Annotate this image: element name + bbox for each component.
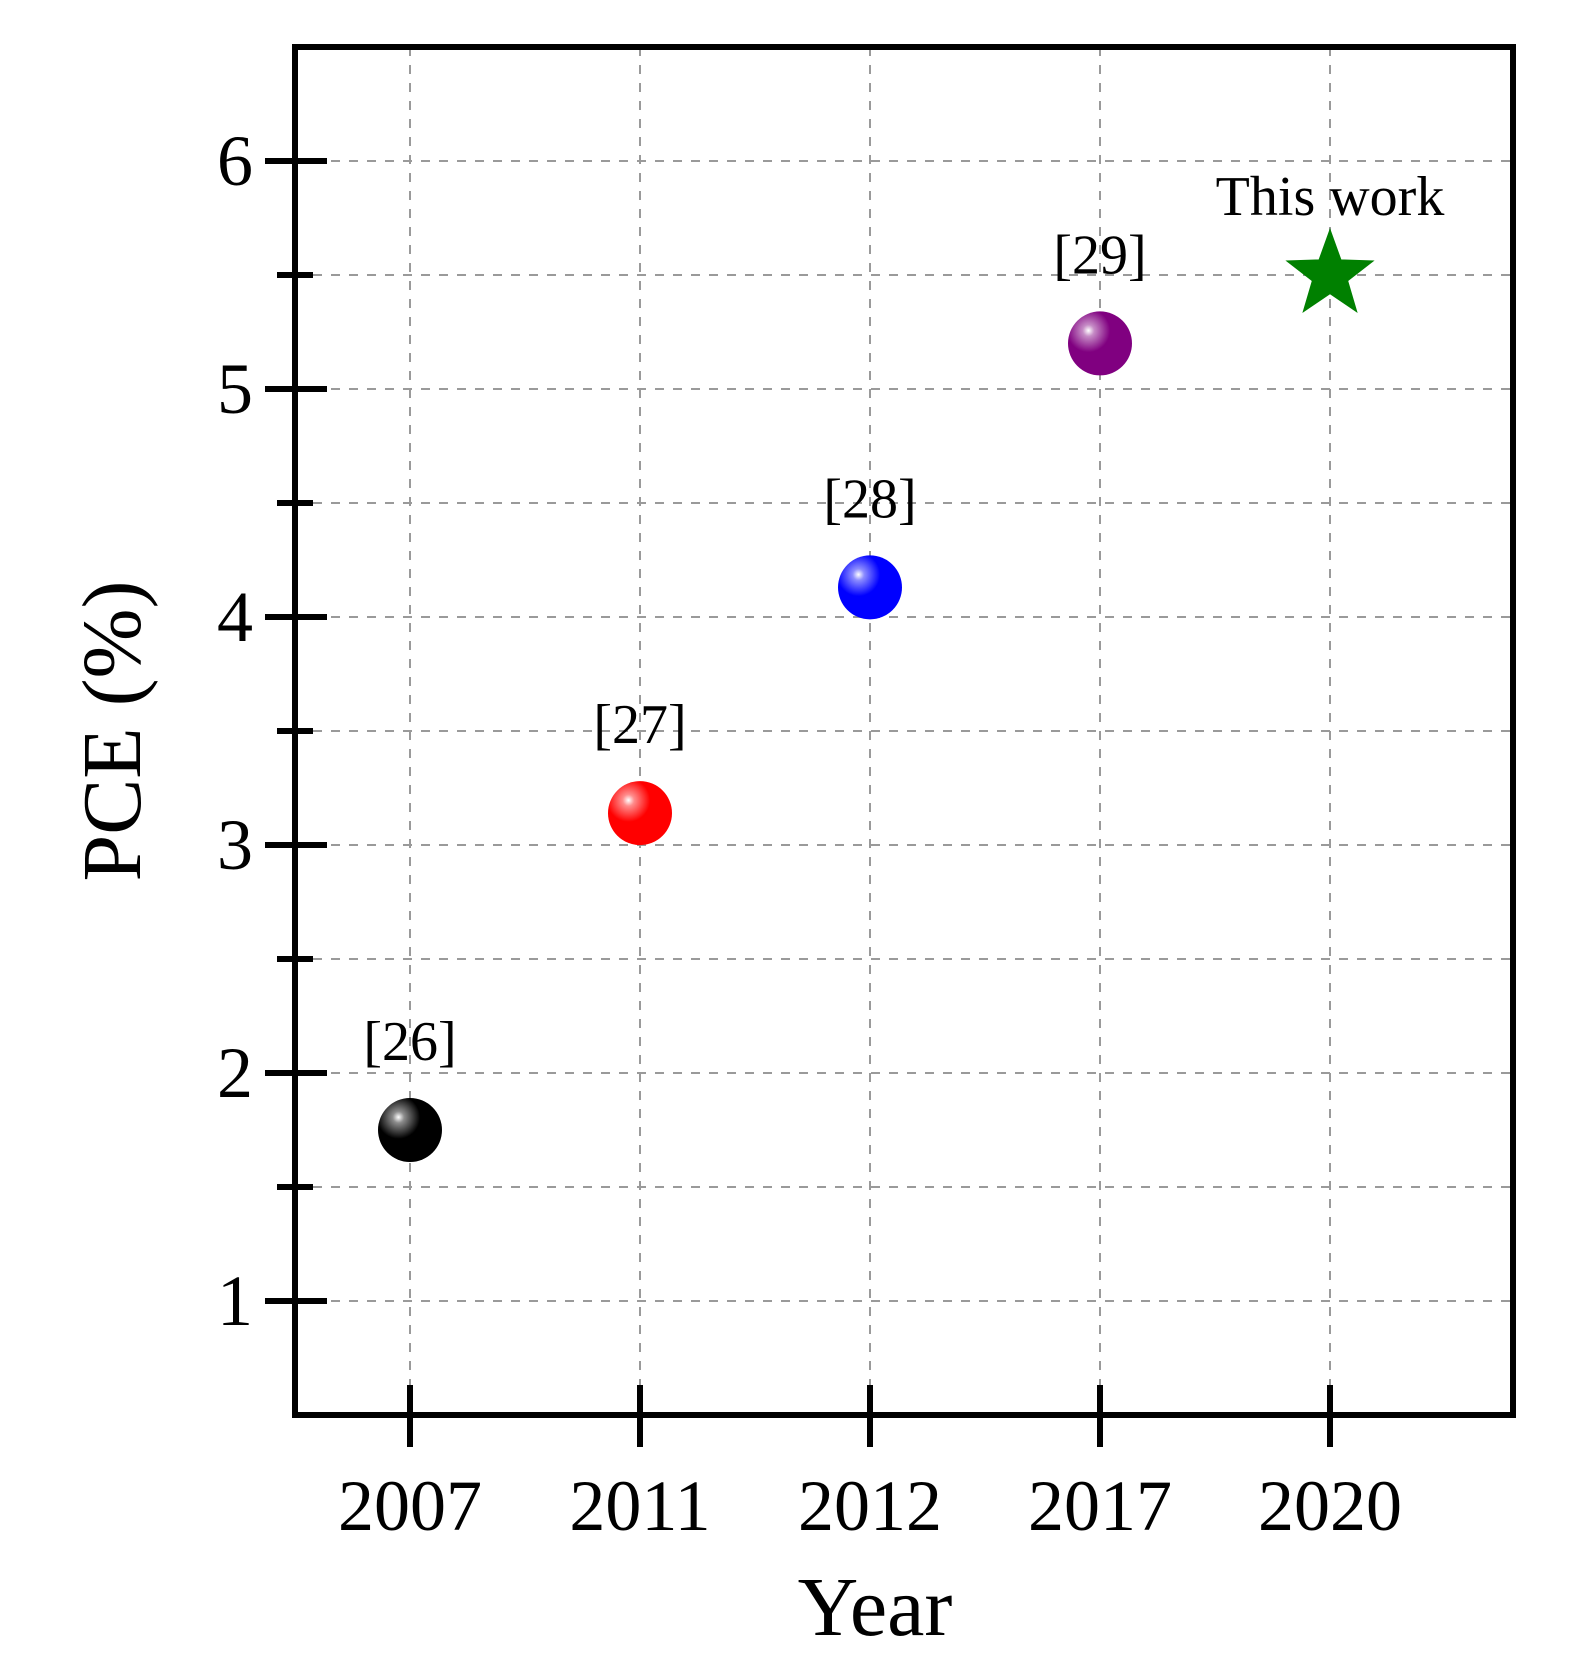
data-point-star <box>1285 228 1375 313</box>
data-point-sphere <box>1068 311 1132 376</box>
axis-ticks: 1 2 3 4 5 6 2007 2011 2012 2017 2020 <box>217 121 1402 1546</box>
y-axis-title: PCE (%) <box>66 581 159 882</box>
point-label: [27] <box>593 694 686 756</box>
y-tick-label: 5 <box>217 349 253 429</box>
x-axis-title: Year <box>798 1561 953 1654</box>
x-tick-label: 2020 <box>1258 1466 1402 1546</box>
data-points <box>378 228 1375 1162</box>
point-label: [28] <box>823 468 916 530</box>
point-annotations: [26] [27] [28] [29] This work <box>363 166 1444 1073</box>
x-tick-label: 2011 <box>569 1466 710 1546</box>
data-point-sphere <box>378 1098 442 1162</box>
y-tick-label: 4 <box>217 577 253 657</box>
y-tick-label: 3 <box>217 805 253 885</box>
data-point-sphere <box>608 781 672 846</box>
point-label: [29] <box>1053 224 1146 286</box>
x-tick-label: 2012 <box>798 1466 942 1546</box>
y-tick-label: 2 <box>217 1033 253 1113</box>
x-tick-label: 2017 <box>1028 1466 1172 1546</box>
point-label: This work <box>1216 166 1445 228</box>
y-tick-label: 6 <box>217 121 253 201</box>
y-tick-label: 1 <box>217 1261 253 1341</box>
grid <box>295 47 1513 1415</box>
data-point-sphere <box>838 555 902 620</box>
x-tick-label: 2007 <box>338 1466 482 1546</box>
point-label: [26] <box>363 1011 456 1073</box>
